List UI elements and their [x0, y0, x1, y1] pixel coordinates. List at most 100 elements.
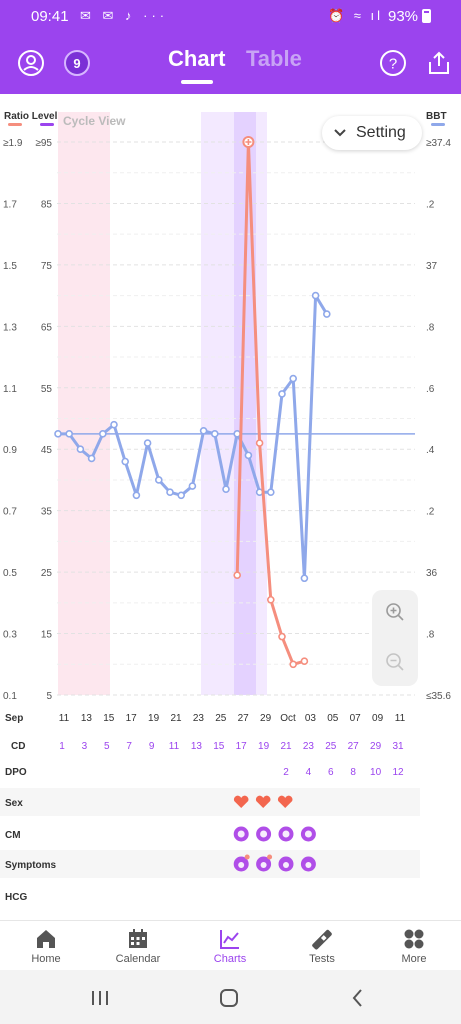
bbt-point[interactable]: [110, 420, 118, 429]
heart-icon[interactable]: [233, 795, 249, 808]
bbt-point[interactable]: [99, 430, 107, 438]
level-tick-label: 45: [41, 445, 53, 456]
level-badge-icon[interactable]: 9: [64, 50, 90, 76]
bbt-point[interactable]: [300, 574, 309, 583]
date-label: 25: [215, 713, 227, 724]
date-label: 21: [170, 713, 182, 724]
row-background: [0, 850, 420, 878]
zoom-out-icon[interactable]: [385, 652, 405, 672]
hcg-row-label: HCG: [5, 892, 27, 903]
svg-text:?: ?: [389, 56, 397, 73]
help-button[interactable]: ?: [378, 48, 408, 78]
calendar-icon: [129, 929, 147, 948]
date-label: 17: [126, 713, 138, 724]
date-label: 11: [395, 713, 406, 724]
nav-more[interactable]: More: [374, 927, 454, 965]
nav-tests[interactable]: Tests: [282, 927, 362, 965]
level-tick-label: 25: [41, 568, 53, 579]
recent-apps-icon[interactable]: [88, 988, 112, 1008]
home-icon: [37, 930, 55, 948]
symptom-alert-dot: [244, 854, 250, 860]
more-icon: [404, 929, 424, 949]
ratio-tick-label: 0.9: [3, 445, 17, 456]
cd-value: 11: [169, 741, 180, 752]
ratio-point[interactable]: [289, 660, 298, 669]
bbt-point[interactable]: [222, 485, 230, 493]
symptom-icon-inner: [260, 862, 267, 868]
back-icon[interactable]: [346, 988, 370, 1008]
bbt-point[interactable]: [266, 488, 275, 497]
bbt-point[interactable]: [289, 374, 298, 383]
bbt-point[interactable]: [76, 445, 85, 454]
cd-value: 9: [149, 741, 155, 752]
zoom-in-icon[interactable]: [385, 602, 405, 622]
date-label: Oct: [280, 713, 296, 724]
date-label: 29: [260, 713, 272, 724]
bbt-point[interactable]: [132, 491, 141, 500]
home-button-icon[interactable]: [217, 988, 241, 1008]
bbt-point[interactable]: [65, 430, 73, 438]
cd-value: 23: [303, 741, 315, 752]
ovulation-band: [234, 112, 256, 695]
symptom-icon-inner: [238, 862, 245, 868]
cycle-view-label: Cycle View: [63, 114, 126, 128]
bbt-point[interactable]: [121, 457, 129, 466]
heart-icon[interactable]: [255, 795, 271, 808]
nav-charts[interactable]: Charts: [190, 927, 270, 965]
ratio-tick-label: 0.7: [3, 507, 17, 518]
bbt-point[interactable]: [166, 488, 174, 497]
cervical-mucus-icon-inner: [282, 830, 290, 838]
nav-calendar[interactable]: Calendar: [98, 927, 178, 965]
bbt-point[interactable]: [278, 390, 286, 398]
test-strip-icon: [312, 929, 332, 950]
bbt-point[interactable]: [143, 439, 152, 447]
bbt-point[interactable]: [155, 476, 163, 484]
date-label: 03: [305, 713, 317, 724]
bbt-tick-label: .4: [426, 445, 435, 456]
bbt-tick-label: ≤35.6: [426, 691, 451, 702]
dpo-value: 12: [392, 767, 404, 778]
bbt-point[interactable]: [244, 451, 253, 460]
ratio-point[interactable]: [233, 571, 241, 579]
share-button[interactable]: [424, 48, 454, 78]
date-label: 23: [193, 713, 205, 724]
dpo-value: 10: [370, 767, 382, 778]
ratio-point[interactable]: [278, 632, 286, 641]
left-axis-title: Ratio Level: [4, 111, 58, 122]
profile-button[interactable]: [16, 48, 46, 78]
bbt-point[interactable]: [177, 491, 185, 500]
date-label: 19: [148, 713, 160, 724]
bbt-point[interactable]: [87, 454, 96, 463]
ratio-point[interactable]: [255, 439, 264, 447]
symptom-alert-dot: [267, 854, 273, 860]
bbt-point[interactable]: [311, 291, 320, 300]
cd-value: 29: [370, 741, 382, 752]
date-label: 13: [81, 713, 93, 724]
bbt-tick-label: .2: [426, 507, 435, 518]
cd-value: 13: [191, 741, 203, 752]
battery-icon: [422, 9, 431, 23]
ratio-point[interactable]: [300, 657, 309, 666]
cd-value: 19: [258, 741, 270, 752]
right-axis-title: BBT: [426, 111, 447, 122]
nav-tests-label: Tests: [309, 953, 335, 965]
ratio-legend-swatch: [8, 123, 22, 126]
cd-value: 1: [59, 741, 65, 752]
dpo-value: 2: [283, 767, 289, 778]
bbt-point[interactable]: [211, 430, 219, 438]
bbt-point[interactable]: [54, 430, 62, 438]
nav-home[interactable]: Home: [6, 927, 86, 965]
bbt-point[interactable]: [188, 482, 197, 490]
bbt-point[interactable]: [322, 310, 331, 318]
date-label: 11: [59, 713, 70, 724]
cervical-mucus-icon-inner: [237, 830, 245, 838]
heart-icon[interactable]: [277, 795, 293, 808]
bbt-point[interactable]: [199, 426, 208, 435]
ratio-point[interactable]: [266, 595, 275, 604]
tab-chart[interactable]: Chart: [168, 46, 226, 71]
dpo-row-label: DPO: [5, 767, 27, 778]
ratio-tick-label: 0.5: [3, 568, 17, 579]
setting-button[interactable]: Setting: [322, 116, 422, 150]
tab-table[interactable]: Table: [246, 46, 302, 71]
